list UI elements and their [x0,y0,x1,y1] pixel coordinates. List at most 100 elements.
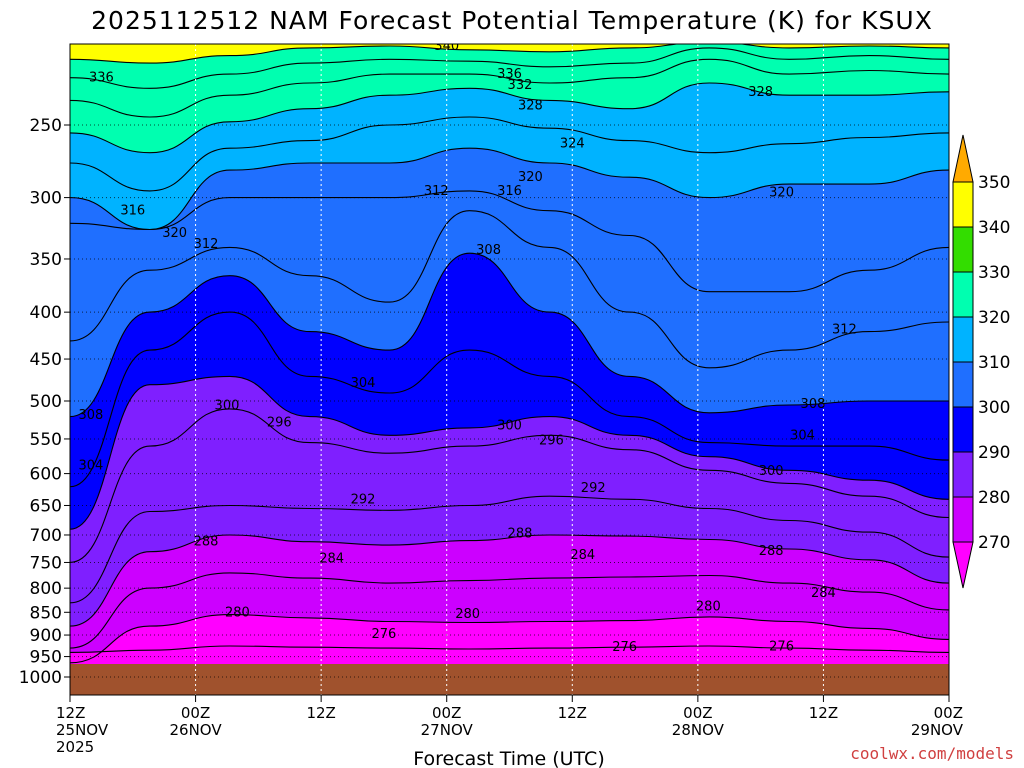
contour-label: 324 [560,137,585,152]
isotherm-288 [70,534,949,627]
y-tick-label: 700 [30,526,62,546]
contour-label: 288 [508,526,533,541]
contour-label: 304 [79,459,104,474]
colorbar-bottom-arrow [952,541,974,589]
colorbar-swatch [952,406,974,453]
contour-label: 316 [120,204,145,219]
contour-label: 304 [790,428,815,443]
isotherm-332 [70,58,949,118]
contour-label: 280 [225,605,250,620]
contour-label: 320 [518,170,543,185]
colorbar-swatch [952,451,974,498]
x-axis-label: Forecast Time (UTC) [413,748,604,768]
isotherm-292 [70,495,949,604]
contour-label: 340 [434,39,459,54]
contour-label: 300 [215,399,240,414]
x-tick-label: 27NOV [421,721,474,739]
contour-label: 296 [539,433,564,448]
ground-mask [70,664,949,695]
y-tick-label: 600 [30,465,62,485]
isotherm-284 [70,572,949,649]
y-tick-label: 800 [30,579,62,599]
isotherm-340 [70,44,949,64]
contour-label: 312 [832,323,857,338]
colorbar-label: 280 [978,488,1010,508]
isotherm-300 [70,375,949,530]
contour-label: 276 [769,639,794,654]
isotherm-276 [70,645,949,653]
contour-label: 280 [455,607,480,622]
colorbar: 270 280 290 300 310 320 330 340 350 [952,134,1010,589]
x-tick-label: 2025 [56,738,94,756]
x-tick-label: 00Z [181,704,210,722]
colorbar-swatch [952,496,974,543]
colorbar-swatch [952,361,974,408]
y-tick-label: 250 [30,116,62,136]
theta-fill-layer [70,44,949,695]
colorbar-label: 270 [978,533,1010,553]
contour-label: 284 [570,548,595,563]
isotherm-312 [70,210,949,369]
x-tick-label: 12Z [56,704,85,722]
x-tick-label: 28NOV [672,721,725,739]
y-tick-label: 950 [30,648,62,668]
colorbar-label: 350 [978,173,1010,193]
x-tick-label: 00Z [934,704,963,722]
x-tick-label: 25NOV [56,721,109,739]
contour-label: 328 [518,98,543,113]
contour-label: 308 [801,397,826,412]
contour-label: 276 [372,627,397,642]
colorbar-swatch [952,316,974,363]
isotherm-280 [70,614,949,664]
isotherm-328 [70,82,949,154]
contour-label: 300 [497,419,522,434]
contour-label: 296 [267,416,292,431]
contour-label: 316 [497,184,522,199]
contour-label: 308 [79,408,104,423]
contour-label: 292 [581,481,606,496]
y-tick-label: 550 [30,430,62,450]
contour-label: 292 [351,492,376,507]
contour-label: 276 [612,640,637,655]
x-tick-label: 29NOV [911,721,964,739]
colorbar-label: 300 [978,398,1010,418]
y-tick-label: 500 [30,392,62,412]
contour-label: 308 [476,243,501,258]
y-tick-label: 750 [30,553,62,573]
contour-label: 320 [162,226,187,241]
colorbar-top-arrow [952,134,974,183]
colorbar-swatch [952,226,974,273]
contour-label: 336 [497,67,522,82]
colorbar-label: 340 [978,218,1010,238]
isotherm-296 [70,408,949,563]
y-tick-label: 650 [30,496,62,516]
y-tick-label: 850 [30,603,62,623]
contour-label: 300 [759,464,784,479]
colorbar-swatch [952,271,974,318]
colorbar-label: 330 [978,263,1010,283]
contour-label: 304 [351,376,376,391]
colorbar-label: 310 [978,353,1010,373]
contour-label: 320 [769,185,794,200]
contour-label: 336 [89,71,114,86]
x-tick-label: 12Z [558,704,587,722]
x-tick-label: 12Z [809,704,838,722]
y-axis: 250 300 350 400 450 500 550 600 650 700 750 800 850 9… [19,116,70,688]
chart-title: 2025112512 NAM Forecast Potential Temper… [91,6,933,35]
contour-label: 284 [319,552,344,567]
isotherm-304 [70,311,949,488]
y-tick-label: 300 [30,189,62,209]
x-tick-label: 00Z [432,704,461,722]
contour-label: 332 [508,78,533,93]
plot-frame [69,43,950,696]
y-tick-label: 450 [30,350,62,370]
credit-text: coolwx.com/models [850,744,1014,763]
isotherm-layer [70,44,949,664]
contour-label: 312 [194,237,219,252]
isotherm-308 [70,252,949,418]
contour-label: 284 [811,586,836,601]
contour-label: 312 [424,184,449,199]
colorbar-swatch [952,181,974,228]
